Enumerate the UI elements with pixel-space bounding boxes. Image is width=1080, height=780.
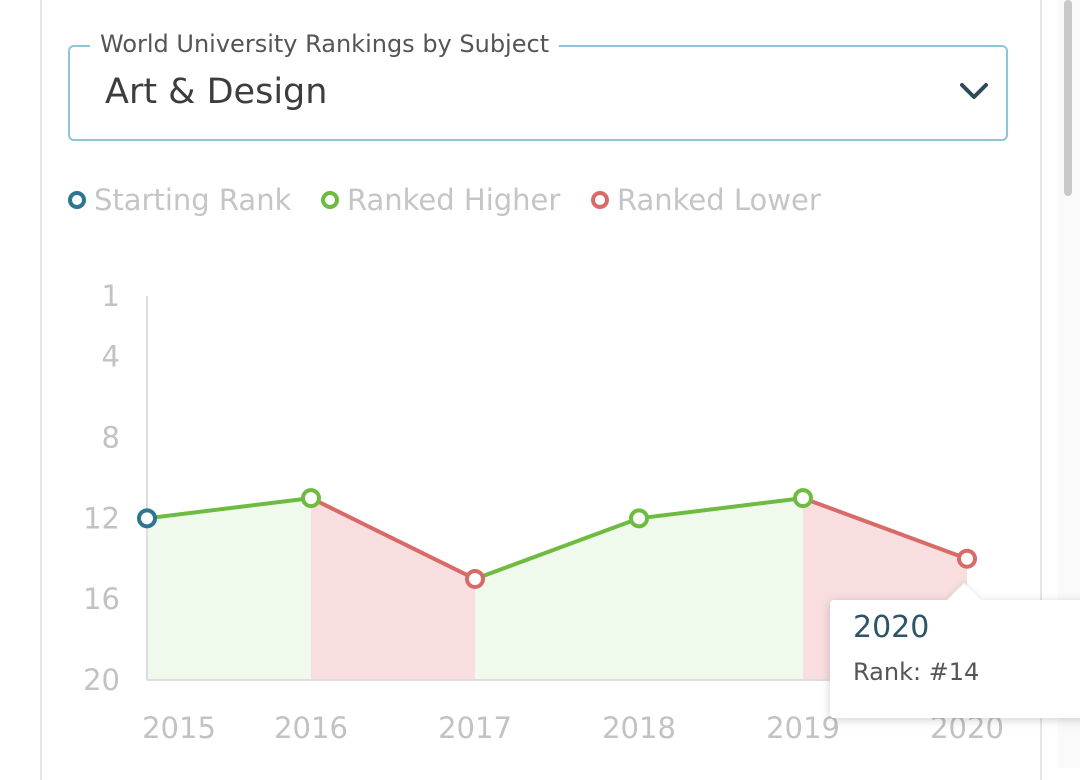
subject-select-value[interactable]: Art & Design — [105, 72, 328, 112]
y-tick-label: 4 — [102, 340, 120, 374]
legend-item-starting-rank: Starting Rank — [68, 182, 291, 218]
legend-label: Ranked Higher — [347, 183, 561, 217]
x-tick-label: 2016 — [274, 711, 348, 745]
subject-select-label: World University Rankings by Subject — [90, 30, 560, 58]
segment-fill — [475, 518, 639, 680]
segment-fill — [311, 498, 475, 680]
chevron-down-icon[interactable] — [958, 80, 990, 102]
ranked-lower-marker-icon — [591, 191, 609, 209]
data-point — [629, 508, 649, 529]
tooltip-rank: Rank: #14 — [853, 658, 980, 686]
segment-fill — [147, 498, 311, 680]
y-tick-label: 8 — [102, 420, 120, 454]
y-tick-label: 16 — [83, 582, 120, 616]
series-line-segment — [637, 496, 805, 521]
y-tick-label: 12 — [83, 501, 120, 535]
legend-item-ranked-higher: Ranked Higher — [321, 182, 560, 218]
data-point — [137, 508, 157, 529]
tooltip-year: 2020 — [853, 610, 930, 645]
ranked-higher-marker-icon — [321, 191, 339, 209]
x-tick-label: 2018 — [602, 711, 676, 745]
segment-fill — [639, 498, 803, 680]
data-point — [957, 548, 977, 569]
data-point — [465, 568, 485, 589]
x-tick-label: 2019 — [766, 711, 840, 745]
x-tick-label: 2015 — [142, 711, 216, 745]
series-line-segment — [309, 496, 477, 581]
legend-label: Ranked Lower — [617, 183, 821, 217]
legend-item-ranked-lower: Ranked Lower — [591, 182, 821, 218]
legend-label: Starting Rank — [94, 183, 292, 217]
scrollbar-thumb[interactable] — [1064, 0, 1072, 196]
y-tick-label: 20 — [83, 663, 120, 697]
data-point — [301, 488, 321, 509]
tooltip — [830, 600, 1080, 718]
series-line-segment — [801, 496, 969, 561]
series-line-segment — [473, 516, 641, 581]
data-point — [793, 488, 813, 509]
starting-rank-marker-icon — [68, 191, 86, 209]
subject-select[interactable] — [68, 45, 1008, 141]
scrollbar-track[interactable] — [1058, 0, 1080, 768]
series-line-segment — [145, 496, 313, 521]
x-tick-label: 2017 — [438, 711, 512, 745]
y-tick-label: 1 — [102, 279, 120, 313]
